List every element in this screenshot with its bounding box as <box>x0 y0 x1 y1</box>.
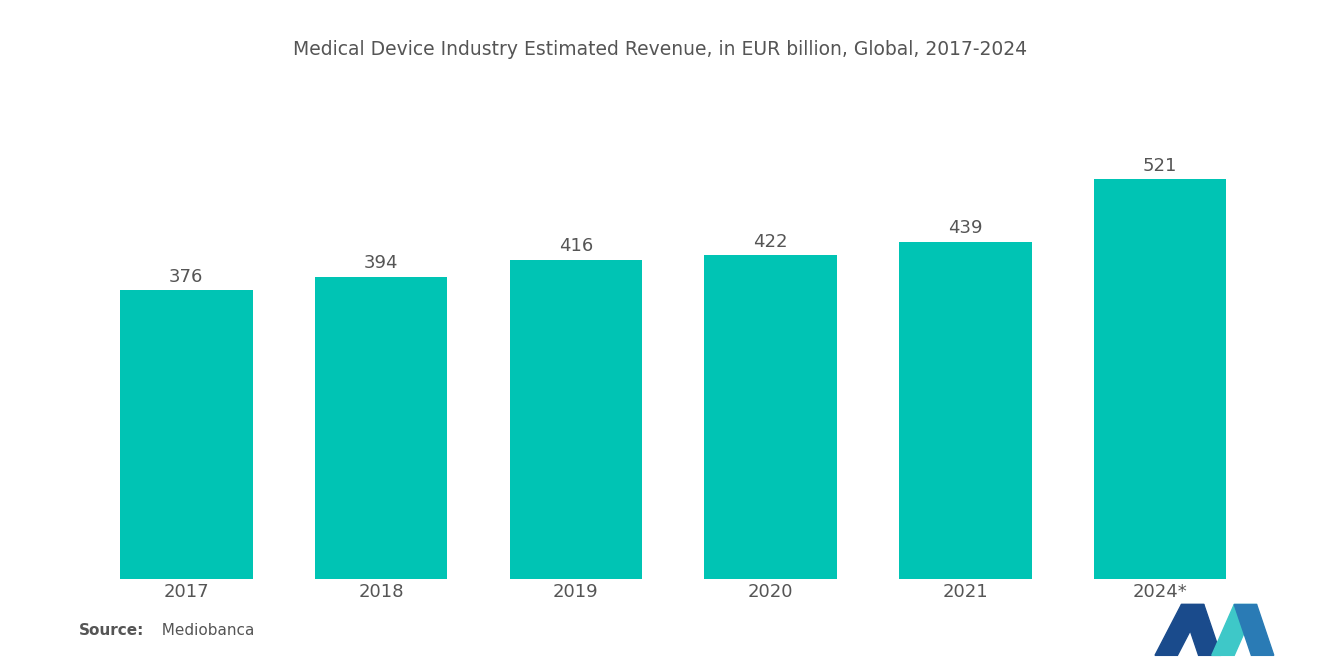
Bar <box>899 242 1031 579</box>
Text: Source:: Source: <box>79 623 145 638</box>
Polygon shape <box>1212 604 1257 656</box>
Text: Mediobanca: Mediobanca <box>152 623 255 638</box>
Polygon shape <box>1234 604 1274 656</box>
Text: 521: 521 <box>1143 157 1177 175</box>
Bar <box>1094 180 1226 579</box>
Text: Medical Device Industry Estimated Revenue, in EUR billion, Global, 2017-2024: Medical Device Industry Estimated Revenu… <box>293 40 1027 59</box>
Text: 422: 422 <box>754 233 788 251</box>
Text: 376: 376 <box>169 268 203 286</box>
Bar <box>510 260 642 579</box>
Text: 394: 394 <box>364 254 399 272</box>
Polygon shape <box>1181 604 1221 656</box>
Bar <box>120 291 252 579</box>
Text: 439: 439 <box>948 219 982 237</box>
Polygon shape <box>1155 604 1204 656</box>
Text: 416: 416 <box>558 237 593 255</box>
Bar <box>705 255 837 579</box>
Bar <box>315 277 447 579</box>
